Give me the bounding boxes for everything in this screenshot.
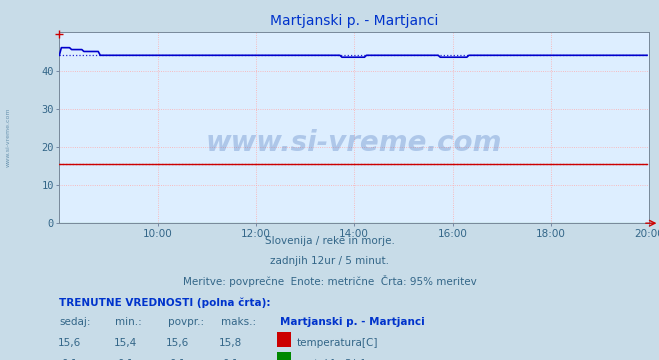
- Text: 0,1: 0,1: [61, 359, 78, 360]
- Text: 15,6: 15,6: [57, 338, 81, 348]
- Text: 0,1: 0,1: [117, 359, 134, 360]
- Text: zadnjih 12ur / 5 minut.: zadnjih 12ur / 5 minut.: [270, 256, 389, 266]
- Text: 15,4: 15,4: [113, 338, 137, 348]
- Text: temperatura[C]: temperatura[C]: [297, 338, 378, 348]
- Text: www.si-vreme.com: www.si-vreme.com: [5, 107, 11, 167]
- Text: TRENUTNE VREDNOSTI (polna črta):: TRENUTNE VREDNOSTI (polna črta):: [59, 297, 271, 307]
- Text: min.:: min.:: [115, 317, 142, 327]
- Text: pretok[m3/s]: pretok[m3/s]: [297, 359, 364, 360]
- Text: Meritve: povprečne  Enote: metrične  Črta: 95% meritev: Meritve: povprečne Enote: metrične Črta:…: [183, 275, 476, 287]
- Text: maks.:: maks.:: [221, 317, 256, 327]
- Title: Martjanski p. - Martjanci: Martjanski p. - Martjanci: [270, 14, 438, 28]
- Text: Martjanski p. - Martjanci: Martjanski p. - Martjanci: [280, 317, 425, 327]
- Text: 0,1: 0,1: [222, 359, 239, 360]
- Text: povpr.:: povpr.:: [168, 317, 204, 327]
- Text: 15,8: 15,8: [219, 338, 243, 348]
- Text: 15,6: 15,6: [166, 338, 190, 348]
- Text: Slovenija / reke in morje.: Slovenija / reke in morje.: [264, 236, 395, 246]
- Text: 0,1: 0,1: [169, 359, 186, 360]
- Text: www.si-vreme.com: www.si-vreme.com: [206, 129, 502, 157]
- Text: sedaj:: sedaj:: [59, 317, 91, 327]
